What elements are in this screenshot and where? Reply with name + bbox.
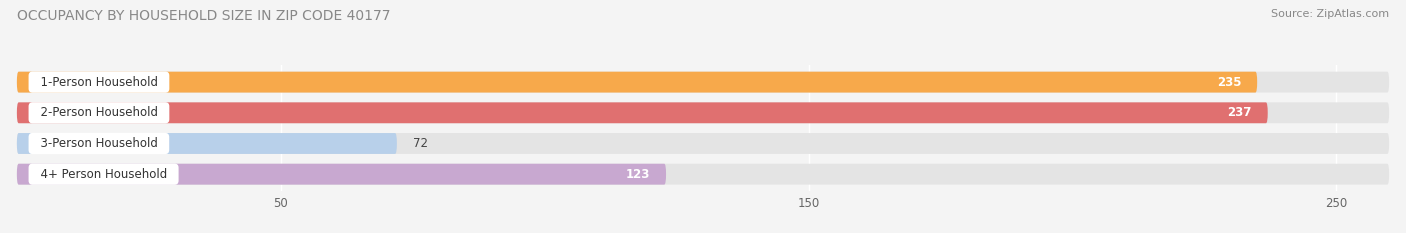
FancyBboxPatch shape: [17, 102, 1389, 123]
Text: 4+ Person Household: 4+ Person Household: [32, 168, 174, 181]
FancyBboxPatch shape: [17, 102, 1268, 123]
Text: Source: ZipAtlas.com: Source: ZipAtlas.com: [1271, 9, 1389, 19]
Text: 235: 235: [1216, 76, 1241, 89]
FancyBboxPatch shape: [17, 133, 1389, 154]
Text: 123: 123: [626, 168, 650, 181]
Text: OCCUPANCY BY HOUSEHOLD SIZE IN ZIP CODE 40177: OCCUPANCY BY HOUSEHOLD SIZE IN ZIP CODE …: [17, 9, 391, 23]
Text: 2-Person Household: 2-Person Household: [32, 106, 166, 119]
FancyBboxPatch shape: [17, 72, 1389, 93]
FancyBboxPatch shape: [17, 164, 666, 185]
Text: 237: 237: [1227, 106, 1251, 119]
FancyBboxPatch shape: [17, 133, 396, 154]
Text: 3-Person Household: 3-Person Household: [32, 137, 165, 150]
Text: 1-Person Household: 1-Person Household: [32, 76, 166, 89]
Text: 72: 72: [413, 137, 427, 150]
FancyBboxPatch shape: [17, 164, 1389, 185]
FancyBboxPatch shape: [17, 72, 1257, 93]
